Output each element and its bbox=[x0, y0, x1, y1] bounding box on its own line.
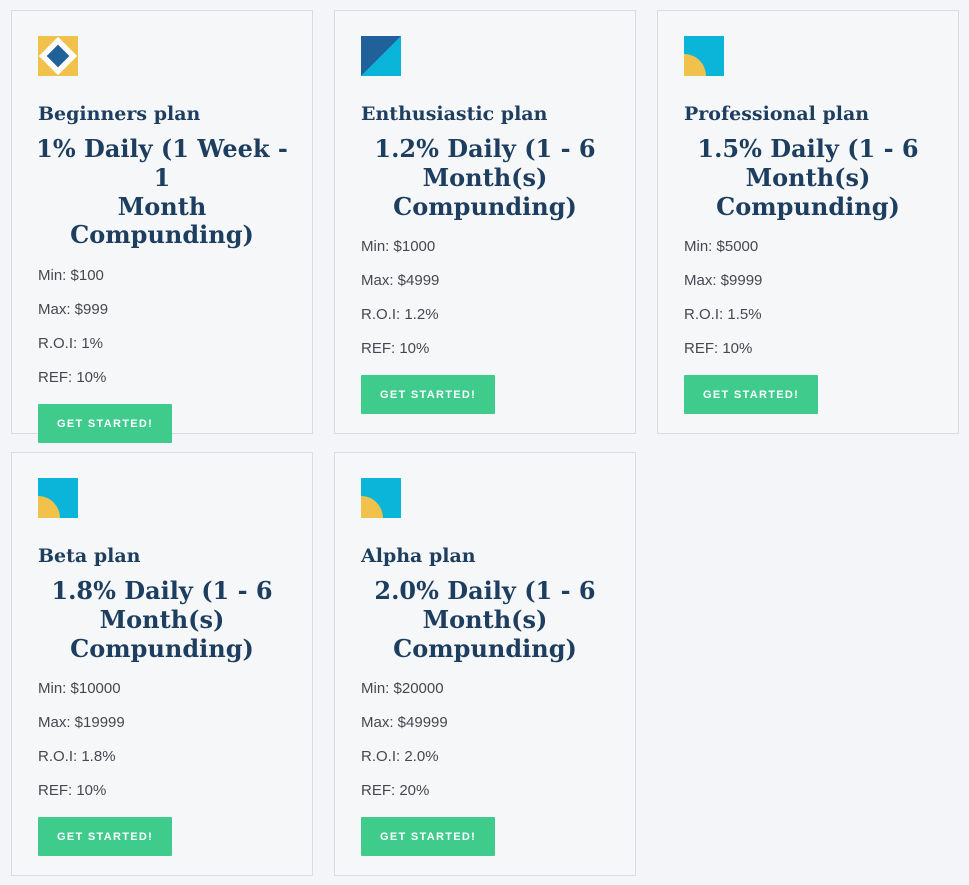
plan-ref: REF: 10% bbox=[38, 782, 107, 800]
plan-card-enthusiastic: Enthusiastic plan 1.2% Daily (1 - 6 Mont… bbox=[334, 10, 636, 434]
plan-ref: REF: 20% bbox=[361, 782, 430, 800]
quarter-circle-icon bbox=[361, 478, 401, 518]
diamond-icon bbox=[38, 36, 78, 76]
quarter-circle-yellow-shape bbox=[684, 54, 706, 76]
plan-ref: REF: 10% bbox=[38, 369, 107, 387]
plan-roi: R.O.I: 2.0% bbox=[361, 748, 439, 766]
plan-card-alpha: Alpha plan 2.0% Daily (1 - 6 Month(s) Co… bbox=[334, 452, 636, 876]
plan-max: Max: $19999 bbox=[38, 714, 125, 732]
plan-name: Professional plan bbox=[684, 103, 870, 125]
plan-name: Alpha plan bbox=[361, 545, 476, 567]
plan-heading: 2.0% Daily (1 - 6 Month(s) Compunding) bbox=[374, 576, 596, 663]
plan-roi: R.O.I: 1% bbox=[38, 335, 104, 353]
plan-card-beta: Beta plan 1.8% Daily (1 - 6 Month(s) Com… bbox=[11, 452, 313, 876]
plan-min: Min: $5000 bbox=[684, 238, 759, 256]
plan-max: Max: $49999 bbox=[361, 714, 448, 732]
get-started-button[interactable]: GET STARTED! bbox=[38, 404, 173, 444]
plan-min: Min: $10000 bbox=[38, 680, 121, 698]
plan-max: Max: $999 bbox=[38, 301, 109, 319]
plan-card-beginners: Beginners plan 1% Daily (1 Week - 1 Mont… bbox=[11, 10, 313, 444]
plan-heading: 1.2% Daily (1 - 6 Month(s) Compunding) bbox=[374, 134, 596, 221]
plan-ref: REF: 10% bbox=[684, 340, 753, 358]
quarter-circle-yellow-shape bbox=[361, 496, 383, 518]
plan-card-professional: Professional plan 1.5% Daily (1 - 6 Mont… bbox=[657, 10, 959, 434]
plan-heading: 1.8% Daily (1 - 6 Month(s) Compunding) bbox=[51, 576, 273, 663]
get-started-button[interactable]: GET STARTED! bbox=[361, 375, 496, 415]
plan-name: Enthusiastic plan bbox=[361, 103, 548, 125]
plan-min: Min: $1000 bbox=[361, 238, 436, 256]
plan-ref: REF: 10% bbox=[361, 340, 430, 358]
plan-max: Max: $9999 bbox=[684, 272, 763, 290]
plan-roi: R.O.I: 1.5% bbox=[684, 306, 762, 324]
plan-heading: 1.5% Daily (1 - 6 Month(s) Compunding) bbox=[697, 134, 919, 221]
quarter-circle-icon bbox=[684, 36, 724, 76]
plan-max: Max: $4999 bbox=[361, 272, 440, 290]
get-started-button[interactable]: GET STARTED! bbox=[38, 817, 173, 857]
plan-name: Beta plan bbox=[38, 545, 141, 567]
plan-min: Min: $20000 bbox=[361, 680, 444, 698]
plan-heading: 1% Daily (1 Week - 1 Month Compunding) bbox=[36, 134, 288, 250]
plan-roi: R.O.I: 1.8% bbox=[38, 748, 116, 766]
plan-name: Beginners plan bbox=[38, 103, 201, 125]
quarter-circle-icon bbox=[38, 478, 78, 518]
get-started-button[interactable]: GET STARTED! bbox=[684, 375, 819, 415]
quarter-circle-yellow-shape bbox=[38, 496, 60, 518]
plan-min: Min: $100 bbox=[38, 267, 104, 285]
get-started-button[interactable]: GET STARTED! bbox=[361, 817, 496, 857]
plan-roi: R.O.I: 1.2% bbox=[361, 306, 439, 324]
split-triangle-icon bbox=[361, 36, 401, 76]
